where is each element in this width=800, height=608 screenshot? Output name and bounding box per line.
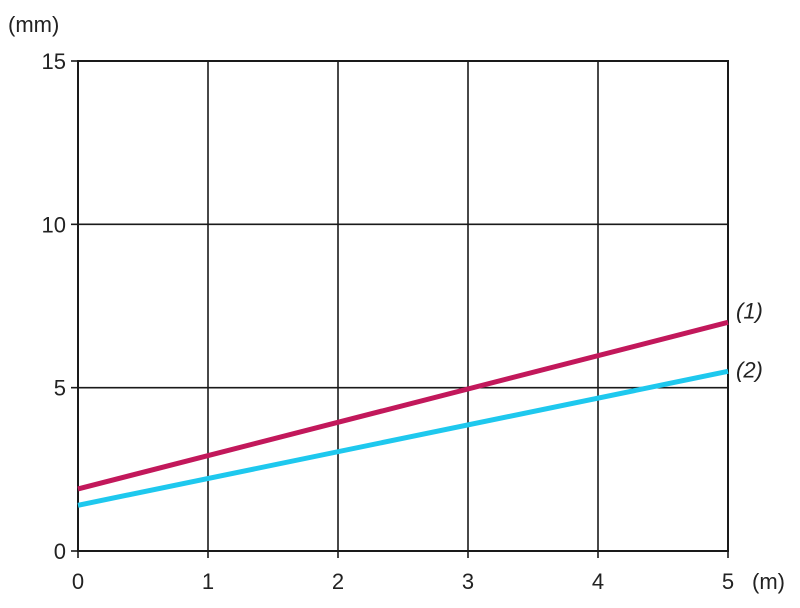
y-axis-unit-label: (mm) — [8, 12, 59, 37]
y-tick-label: 10 — [42, 212, 66, 237]
series-line-2 — [77, 368, 729, 508]
series-line-1 — [77, 319, 729, 492]
x-tick-label: 4 — [592, 569, 604, 594]
series-group: (1) (2) — [77, 298, 763, 508]
series-label-1: (1) — [736, 298, 763, 323]
plot-frame — [77, 60, 729, 552]
x-tick-label: 0 — [72, 569, 84, 594]
y-tick-label: 0 — [54, 539, 66, 564]
x-tick-label: 3 — [462, 569, 474, 594]
x-tick-label: 5 — [722, 569, 734, 594]
x-tick-label: 2 — [332, 569, 344, 594]
y-axis: 0 5 10 15 — [42, 49, 78, 564]
x-axis: 0 1 2 3 4 5 — [72, 551, 734, 594]
x-axis-unit-label: (m) — [752, 569, 785, 594]
grid — [77, 60, 729, 552]
y-tick-label: 5 — [54, 376, 66, 401]
y-tick-label: 15 — [42, 49, 66, 74]
x-tick-label: 1 — [202, 569, 214, 594]
series-label-2: (2) — [736, 357, 763, 382]
